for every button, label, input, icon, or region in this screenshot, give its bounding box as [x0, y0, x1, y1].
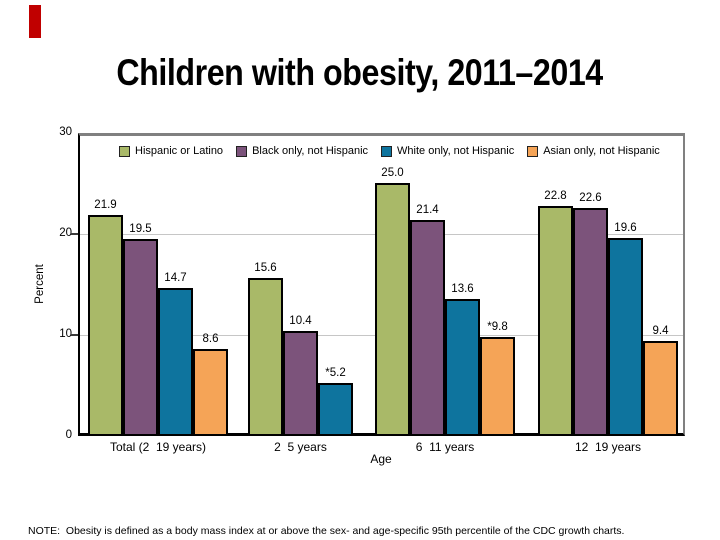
- bar-hispanic-or-latino-group2: [248, 278, 283, 436]
- legend-label: Hispanic or Latino: [135, 145, 224, 157]
- legend-swatch-icon: [236, 145, 248, 157]
- y-tick-mark-20: [71, 233, 78, 235]
- note-line: NOTE: Obesity is defined as a body mass …: [28, 525, 625, 537]
- y-tick-label-30: 30: [59, 126, 72, 138]
- x-category-label-1: Total (2 19 years): [109, 440, 207, 454]
- y-tick-mark-10: [71, 334, 78, 336]
- bar-asian-only-group1: [193, 349, 228, 436]
- bar-value-label: 10.4: [289, 315, 312, 327]
- legend-swatch-icon: [527, 145, 539, 157]
- bar-white-only-group2: [318, 383, 353, 436]
- page-title-text: Children with obesity, 2011–2014: [116, 52, 604, 93]
- bar-value-label: 8.6: [202, 333, 219, 345]
- x-category-label-2: 2 5 years: [274, 440, 327, 454]
- bar-white-only-group4: [608, 238, 643, 436]
- bar-value-label: 21.9: [94, 199, 117, 211]
- legend-item: Asian only, not Hispanic: [527, 145, 660, 157]
- bar-black-only-group1: [123, 239, 158, 436]
- bar-black-only-group4: [573, 208, 608, 436]
- bar-black-only-group3: [410, 220, 445, 436]
- bar-value-label: 25.0: [381, 167, 404, 179]
- bar-value-label: 9.4: [652, 325, 669, 337]
- bar-value-label: 13.6: [451, 283, 474, 295]
- legend-swatch-icon: [119, 145, 130, 157]
- legend-item: White only, not Hispanic: [381, 145, 514, 157]
- bar-value-label: 15.6: [254, 262, 277, 274]
- bar-value-label: 14.7: [164, 272, 187, 284]
- bar-hispanic-or-latino-group3: [375, 183, 410, 436]
- y-tick-label-20: 20: [59, 227, 72, 239]
- y-axis-title: Percent: [34, 264, 46, 304]
- bar-hispanic-or-latino-group4: [538, 206, 573, 436]
- bar-black-only-group2: [283, 331, 318, 436]
- bar-value-label: 22.6: [579, 192, 602, 204]
- bar-asian-only-group4: [643, 341, 678, 436]
- y-tick-label-0: 0: [65, 429, 72, 441]
- legend-label: Asian only, not Hispanic: [543, 145, 660, 157]
- legend-item: Black only, not Hispanic: [236, 145, 368, 157]
- bar-value-label: *5.2: [325, 367, 346, 379]
- legend-label: White only, not Hispanic: [397, 145, 515, 157]
- bar-value-label: 19.6: [614, 222, 637, 234]
- bar-value-label: 21.4: [416, 204, 439, 216]
- bar-white-only-group1: [158, 288, 193, 436]
- y-tick-label-10: 10: [59, 328, 72, 340]
- bar-value-label: *9.8: [487, 321, 508, 333]
- footnotes: NOTE: Obesity is defined as a body mass …: [28, 496, 716, 540]
- legend-swatch-icon: [381, 145, 393, 157]
- x-category-label-3: 6 11 years: [415, 440, 475, 454]
- legend-item: Hispanic or Latino: [119, 145, 223, 157]
- x-category-label-4: 12 19 years: [574, 440, 642, 454]
- bar-asian-only-group3: [480, 337, 515, 436]
- accent-bar: [29, 5, 41, 38]
- chart-legend: Hispanic or Latino Black only, not Hispan…: [119, 145, 660, 157]
- x-axis-title: Age: [370, 452, 392, 466]
- bar-value-label: 22.8: [544, 190, 567, 202]
- bar-white-only-group3: [445, 299, 480, 436]
- page-title: Children with obesity, 2011–2014: [0, 52, 720, 94]
- legend-label: Black only, not Hispanic: [252, 145, 369, 157]
- bar-value-label: 19.5: [129, 223, 152, 235]
- bar-hispanic-or-latino-group1: [88, 215, 123, 436]
